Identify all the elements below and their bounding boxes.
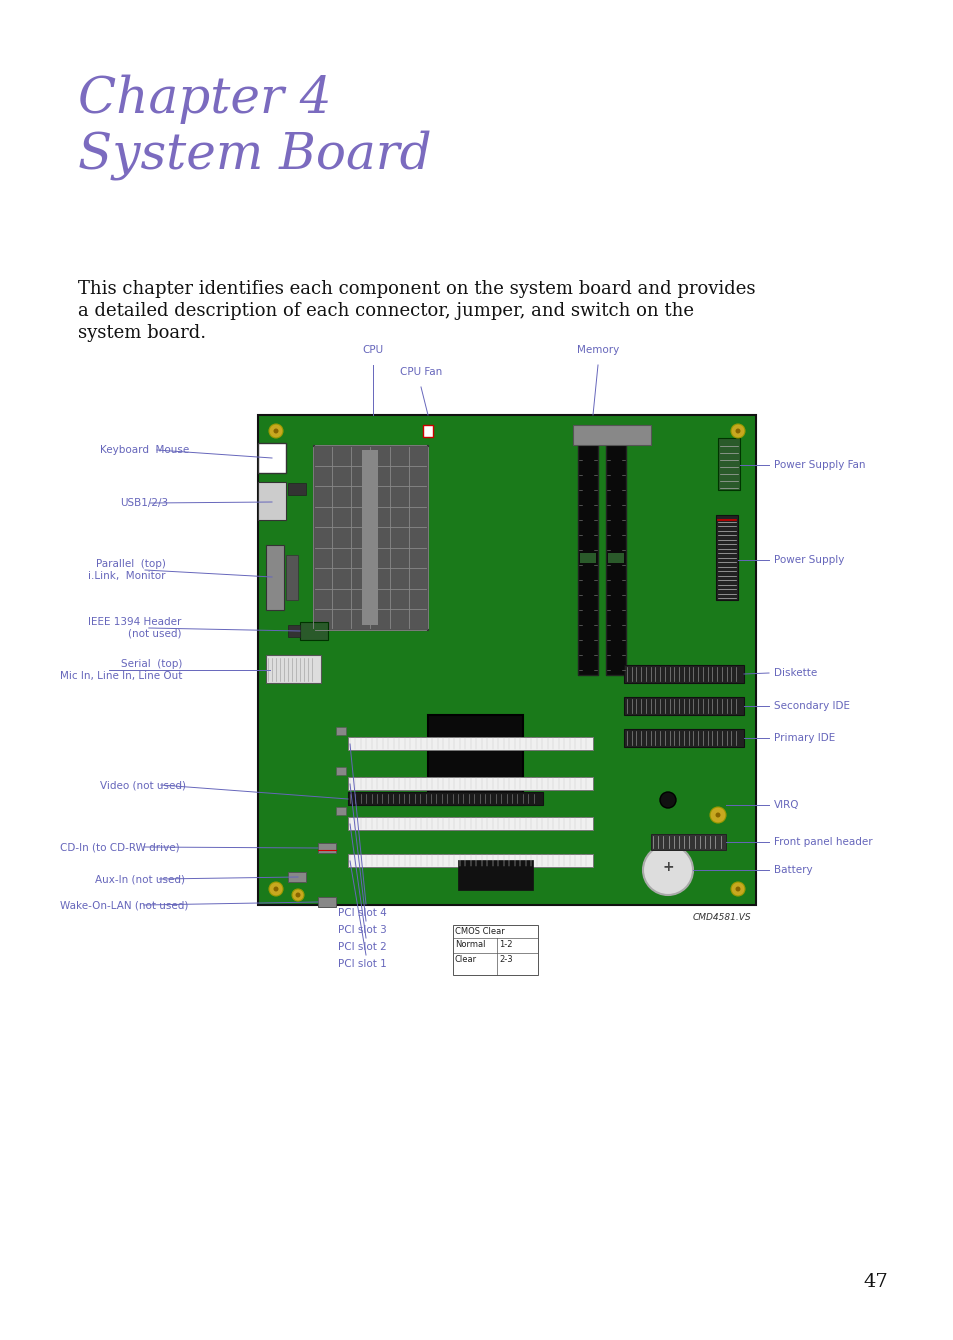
Text: VIRQ: VIRQ <box>773 800 799 809</box>
Bar <box>453 925 537 976</box>
Text: Power Supply Fan: Power Supply Fan <box>773 460 864 470</box>
Bar <box>605 440 625 675</box>
Bar <box>578 440 598 675</box>
Text: +: + <box>661 860 673 874</box>
Text: Aux-In (not used): Aux-In (not used) <box>95 874 185 884</box>
Text: Normal: Normal <box>455 939 485 949</box>
Bar <box>348 737 593 750</box>
Bar <box>299 622 328 641</box>
Text: PCI slot 3: PCI slot 3 <box>337 925 386 935</box>
Bar <box>288 872 306 882</box>
Circle shape <box>730 423 744 438</box>
Bar <box>623 697 743 716</box>
Bar <box>335 728 346 736</box>
Bar <box>313 445 428 630</box>
Text: Video (not used): Video (not used) <box>100 780 186 791</box>
Text: PCI slot 4: PCI slot 4 <box>337 909 386 918</box>
Bar <box>257 482 286 520</box>
Text: IEEE 1394 Header
(not used): IEEE 1394 Header (not used) <box>88 618 181 639</box>
Text: CMOS Clear: CMOS Clear <box>455 927 504 937</box>
Text: Power Supply: Power Supply <box>773 555 843 565</box>
Circle shape <box>295 892 300 898</box>
Text: System Board: System Board <box>78 130 431 180</box>
Text: This chapter identifies each component on the system board and provides: This chapter identifies each component o… <box>78 280 755 297</box>
Text: CMD4581.VS: CMD4581.VS <box>692 913 750 922</box>
Circle shape <box>715 812 720 817</box>
Circle shape <box>292 888 304 900</box>
Bar <box>317 843 335 854</box>
Text: Secondary IDE: Secondary IDE <box>773 701 849 712</box>
Bar <box>457 860 533 890</box>
Circle shape <box>659 792 676 808</box>
Text: Chapter 4: Chapter 4 <box>78 75 332 125</box>
Text: PCI slot 1: PCI slot 1 <box>337 959 386 969</box>
Bar <box>428 716 522 805</box>
Circle shape <box>709 807 725 823</box>
Circle shape <box>735 887 740 891</box>
Text: Clear: Clear <box>455 955 476 963</box>
Bar <box>335 766 346 775</box>
Circle shape <box>735 429 740 434</box>
Bar <box>573 425 650 445</box>
Bar <box>288 482 306 494</box>
Bar <box>623 729 743 746</box>
Bar <box>257 444 286 473</box>
Bar <box>716 515 738 600</box>
Bar <box>317 896 335 907</box>
Circle shape <box>642 846 692 895</box>
Text: Primary IDE: Primary IDE <box>773 733 835 742</box>
Bar <box>257 415 755 904</box>
Text: Keyboard  Mouse: Keyboard Mouse <box>100 445 189 456</box>
Text: Battery: Battery <box>773 866 812 875</box>
Bar <box>266 545 284 610</box>
Text: USB1/2/3: USB1/2/3 <box>120 498 168 508</box>
Circle shape <box>269 423 283 438</box>
Text: CPU: CPU <box>362 344 383 355</box>
Bar <box>718 438 740 490</box>
Bar <box>422 425 433 437</box>
Text: Parallel  (top)
i.Link,  Monitor: Parallel (top) i.Link, Monitor <box>88 559 165 580</box>
Text: 47: 47 <box>862 1273 887 1290</box>
Text: CPU Fan: CPU Fan <box>399 367 441 377</box>
Circle shape <box>274 429 278 434</box>
Text: Serial  (top)
Mic In, Line In, Line Out: Serial (top) Mic In, Line In, Line Out <box>60 659 182 681</box>
Text: 1-2: 1-2 <box>498 939 512 949</box>
Bar <box>348 777 593 791</box>
Text: a detailed description of each connector, jumper, and switch on the: a detailed description of each connector… <box>78 302 693 320</box>
Circle shape <box>730 882 744 896</box>
Bar <box>266 655 320 683</box>
Bar <box>288 624 299 636</box>
Bar <box>348 792 542 805</box>
Bar <box>286 555 297 600</box>
Text: 2-3: 2-3 <box>498 955 512 963</box>
Text: system board.: system board. <box>78 324 206 342</box>
Bar <box>650 833 725 850</box>
Text: Wake-On-LAN (not used): Wake-On-LAN (not used) <box>60 900 188 910</box>
Bar <box>579 553 596 563</box>
Bar <box>348 817 593 829</box>
Bar <box>623 665 743 683</box>
Text: PCI slot 2: PCI slot 2 <box>337 942 386 951</box>
Text: CD-In (to CD-RW drive): CD-In (to CD-RW drive) <box>60 842 179 852</box>
Bar <box>361 450 377 624</box>
Circle shape <box>274 887 278 891</box>
Bar <box>335 807 346 815</box>
Bar <box>348 854 593 867</box>
Circle shape <box>269 882 283 896</box>
Text: Diskette: Diskette <box>773 669 817 678</box>
Bar <box>607 553 623 563</box>
Text: Front panel header: Front panel header <box>773 838 872 847</box>
Text: Memory: Memory <box>577 344 618 355</box>
